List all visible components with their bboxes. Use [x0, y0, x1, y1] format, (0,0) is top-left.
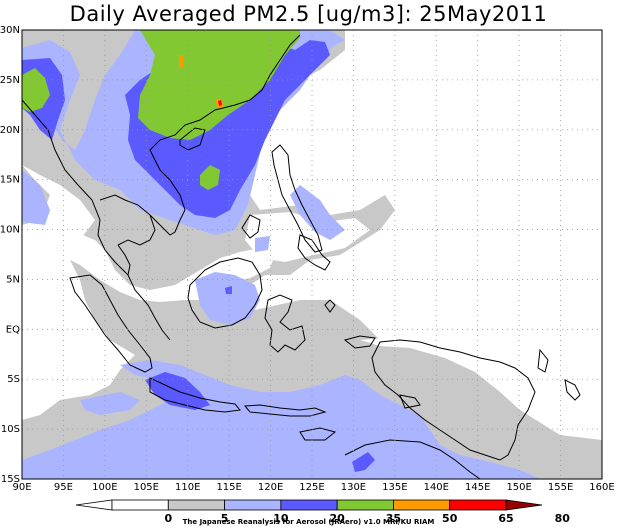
y-tick-label: EQ	[6, 324, 20, 335]
colorbar-level-label: 65	[498, 512, 513, 525]
coastlines	[22, 34, 581, 479]
colorbar-level-label: 5	[221, 512, 229, 525]
x-axis-labels: 90E 95E 100E 105E 110E 115E 120E 125E 130E 135E 14…	[12, 482, 614, 493]
x-tick-label: 145E	[465, 482, 490, 493]
y-tick-label: 5S	[7, 374, 20, 385]
colorbar-level-label: 10	[273, 512, 289, 525]
y-tick-label: 15N	[0, 175, 20, 186]
colorbar: 0 5 10 20 35 50 65 80	[75, 499, 571, 525]
y-tick-label: 10N	[0, 225, 20, 236]
x-tick-label: 105E	[134, 482, 159, 493]
colorbar-level-label: 0	[164, 512, 172, 525]
y-tick-label: 20N	[0, 125, 20, 136]
x-tick-label: 125E	[299, 482, 324, 493]
colorbar-segment	[336, 499, 394, 511]
colorbar-segment	[449, 499, 507, 511]
x-tick-label: 140E	[424, 482, 449, 493]
x-tick-label: 150E	[506, 482, 531, 493]
colorbar-level-label: 80	[555, 512, 571, 525]
y-tick-label: 10S	[1, 424, 20, 435]
x-tick-label: 155E	[548, 482, 573, 493]
hotspot-red	[218, 100, 222, 106]
y-tick-label: 5N	[6, 274, 20, 285]
hotspot-orange	[179, 55, 183, 67]
map-title: Daily Averaged PM2.5 [ug/m3]: 25May2011	[69, 2, 548, 26]
colorbar-segment	[224, 499, 282, 511]
colorbar-segment	[393, 499, 451, 511]
y-tick-label: 30N	[0, 25, 20, 36]
x-tick-label: 135E	[382, 482, 407, 493]
x-tick-label: 130E	[341, 482, 366, 493]
colorbar-max-arrow	[505, 499, 543, 511]
x-tick-label: 100E	[92, 482, 117, 493]
x-tick-label: 90E	[12, 482, 31, 493]
colorbar-min-arrow	[75, 499, 113, 511]
x-tick-label: 115E	[216, 482, 241, 493]
colorbar-level-label: 20	[329, 512, 345, 525]
colorbar-segment	[167, 499, 225, 511]
x-tick-label: 160E	[589, 482, 614, 493]
map-frame	[21, 29, 603, 480]
x-tick-label: 120E	[258, 482, 283, 493]
colorbar-segment	[280, 499, 338, 511]
colorbar-level-label: 50	[442, 512, 458, 525]
colorbar-level-label: 35	[386, 512, 401, 525]
y-tick-label: 15S	[1, 474, 20, 485]
y-axis-labels: 30N 25N 20N 15N 10N 5N EQ 5S 10S 15S	[0, 25, 20, 485]
colorbar-segment	[111, 499, 169, 511]
grid-lines	[22, 30, 602, 479]
x-tick-label: 110E	[175, 482, 200, 493]
credit-text: The Japanese Reanalysis for Aerosol (JRA…	[182, 518, 435, 526]
x-tick-label: 95E	[54, 482, 73, 493]
y-tick-label: 25N	[0, 75, 20, 86]
